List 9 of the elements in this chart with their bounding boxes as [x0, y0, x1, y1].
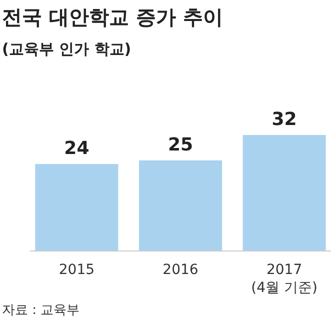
- x-tick-label: 2015: [58, 262, 95, 278]
- data-label: 32: [272, 109, 297, 130]
- data-label: 25: [168, 134, 194, 156]
- text: 자료 : 교육부: [2, 303, 80, 318]
- chart-title: 전국 대안학교 증가 추이: [2, 5, 223, 29]
- x-tick-label: 2017 (4월 기준): [251, 262, 318, 296]
- chart-subtitle: (교육부 인가 학교): [2, 40, 132, 58]
- data-label: 24: [64, 138, 90, 159]
- x-tick-label: 2016: [162, 262, 198, 278]
